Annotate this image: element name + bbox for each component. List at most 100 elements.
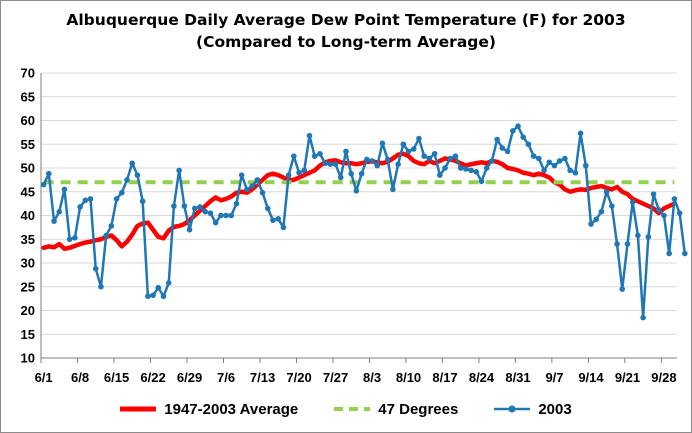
y-tick-label: 15 xyxy=(21,327,35,342)
data-point-2003 xyxy=(259,189,266,196)
data-point-2003 xyxy=(139,198,146,205)
chart-title-line-1: Albuquerque Daily Average Dew Point Temp… xyxy=(66,11,626,29)
x-tick-label: 8/17 xyxy=(432,370,457,385)
data-point-2003 xyxy=(682,250,688,257)
x-tick-label: 9/14 xyxy=(578,370,604,385)
data-point-2003 xyxy=(301,167,308,174)
data-point-2003 xyxy=(244,186,250,193)
data-point-2003 xyxy=(254,177,261,183)
data-point-2003 xyxy=(223,212,229,219)
data-point-2003 xyxy=(598,208,605,215)
y-tick-label: 35 xyxy=(21,232,35,247)
data-point-2003 xyxy=(228,212,235,219)
tick-labels: 10 15 20 25 30 35 40 45 50 55 60 65 70 6/1 6/8 6/15 6/22… xyxy=(21,66,677,386)
data-point-2003 xyxy=(624,241,631,247)
data-point-2003 xyxy=(384,156,391,163)
data-point-2003 xyxy=(442,165,448,171)
y-tick-label: 55 xyxy=(21,137,35,152)
data-point-2003 xyxy=(593,216,599,223)
data-point-2003 xyxy=(238,172,245,178)
data-point-2003 xyxy=(207,210,214,216)
data-point-2003 xyxy=(671,196,678,202)
data-point-2003 xyxy=(447,155,454,162)
data-point-2003 xyxy=(369,158,375,164)
legend-label-average: 1947-2003 Average xyxy=(164,400,299,418)
data-point-2003 xyxy=(661,212,667,219)
data-point-2003 xyxy=(322,160,328,167)
data-point-2003 xyxy=(165,280,172,286)
legend-label-47-degrees: 47 Degrees xyxy=(378,400,459,418)
data-point-2003 xyxy=(530,153,537,159)
data-point-2003 xyxy=(51,218,57,224)
data-point-2003 xyxy=(145,293,151,300)
gridlines xyxy=(41,72,677,335)
chart-title-line-2: (Compared to Long-term Average) xyxy=(196,33,496,51)
data-point-2003 xyxy=(181,203,188,209)
data-point-2003 xyxy=(160,293,167,300)
data-point-2003 xyxy=(291,153,297,159)
data-point-2003 xyxy=(567,167,573,174)
x-tick-label: 6/15 xyxy=(104,370,129,385)
x-tick-label: 8/24 xyxy=(469,370,495,385)
x-tick-label: 9/7 xyxy=(545,370,563,385)
y-tick-label: 50 xyxy=(21,161,35,176)
data-point-2003 xyxy=(134,172,141,178)
y-tick-label: 10 xyxy=(21,351,35,366)
data-point-2003 xyxy=(249,183,255,189)
data-point-2003 xyxy=(676,210,683,216)
data-point-2003 xyxy=(285,172,292,178)
legend: 1947-2003 Average 47 Degrees 2003 xyxy=(1,397,691,421)
x-tick-label: 6/1 xyxy=(35,370,53,385)
data-point-2003 xyxy=(635,232,641,239)
data-point-2003 xyxy=(72,235,78,241)
x-tick-label: 8/3 xyxy=(363,370,381,385)
x-tick-label: 7/20 xyxy=(286,370,311,385)
data-point-2003 xyxy=(212,219,219,226)
data-point-2003 xyxy=(233,200,240,207)
data-point-2003 xyxy=(515,123,521,129)
data-point-2003 xyxy=(103,232,109,239)
data-point-2003 xyxy=(337,174,344,181)
y-tick-label: 30 xyxy=(21,256,35,271)
data-point-2003 xyxy=(603,188,610,195)
data-point-2003 xyxy=(572,169,579,176)
data-point-2003 xyxy=(296,169,302,176)
data-point-2003 xyxy=(343,148,349,155)
data-point-2003 xyxy=(400,141,407,148)
data-point-2003 xyxy=(645,234,652,240)
legend-swatch-average xyxy=(120,406,157,412)
series-average xyxy=(41,151,677,251)
data-point-2003 xyxy=(650,191,657,197)
data-point-2003 xyxy=(155,284,162,291)
x-tick-label: 6/29 xyxy=(177,370,202,385)
data-point-2003 xyxy=(327,161,334,167)
data-point-2003 xyxy=(655,207,662,213)
data-point-2003 xyxy=(129,160,136,167)
x-tick-label: 6/22 xyxy=(140,370,165,385)
data-point-2003 xyxy=(197,204,203,210)
data-point-2003 xyxy=(494,136,500,143)
data-point-2003 xyxy=(582,162,589,169)
data-point-2003 xyxy=(504,148,511,155)
data-point-2003 xyxy=(609,203,615,209)
data-point-2003 xyxy=(619,286,626,292)
y-tick-label: 70 xyxy=(21,66,35,81)
data-point-2003 xyxy=(640,314,646,321)
legend-swatch-47-degrees xyxy=(334,407,371,411)
data-point-2003 xyxy=(270,217,276,224)
data-point-2003 xyxy=(306,132,313,139)
data-point-2003 xyxy=(119,189,125,196)
data-point-2003 xyxy=(499,145,506,151)
y-tick-label: 25 xyxy=(21,279,35,294)
data-point-2003 xyxy=(186,226,193,233)
series-line-average xyxy=(41,151,677,251)
data-point-2003 xyxy=(410,146,417,152)
data-point-2003 xyxy=(421,153,427,159)
data-point-2003 xyxy=(358,170,365,177)
data-point-2003 xyxy=(426,155,433,162)
data-point-2003 xyxy=(520,134,527,140)
data-point-2003 xyxy=(390,186,396,193)
series-line-2003 xyxy=(42,124,687,319)
